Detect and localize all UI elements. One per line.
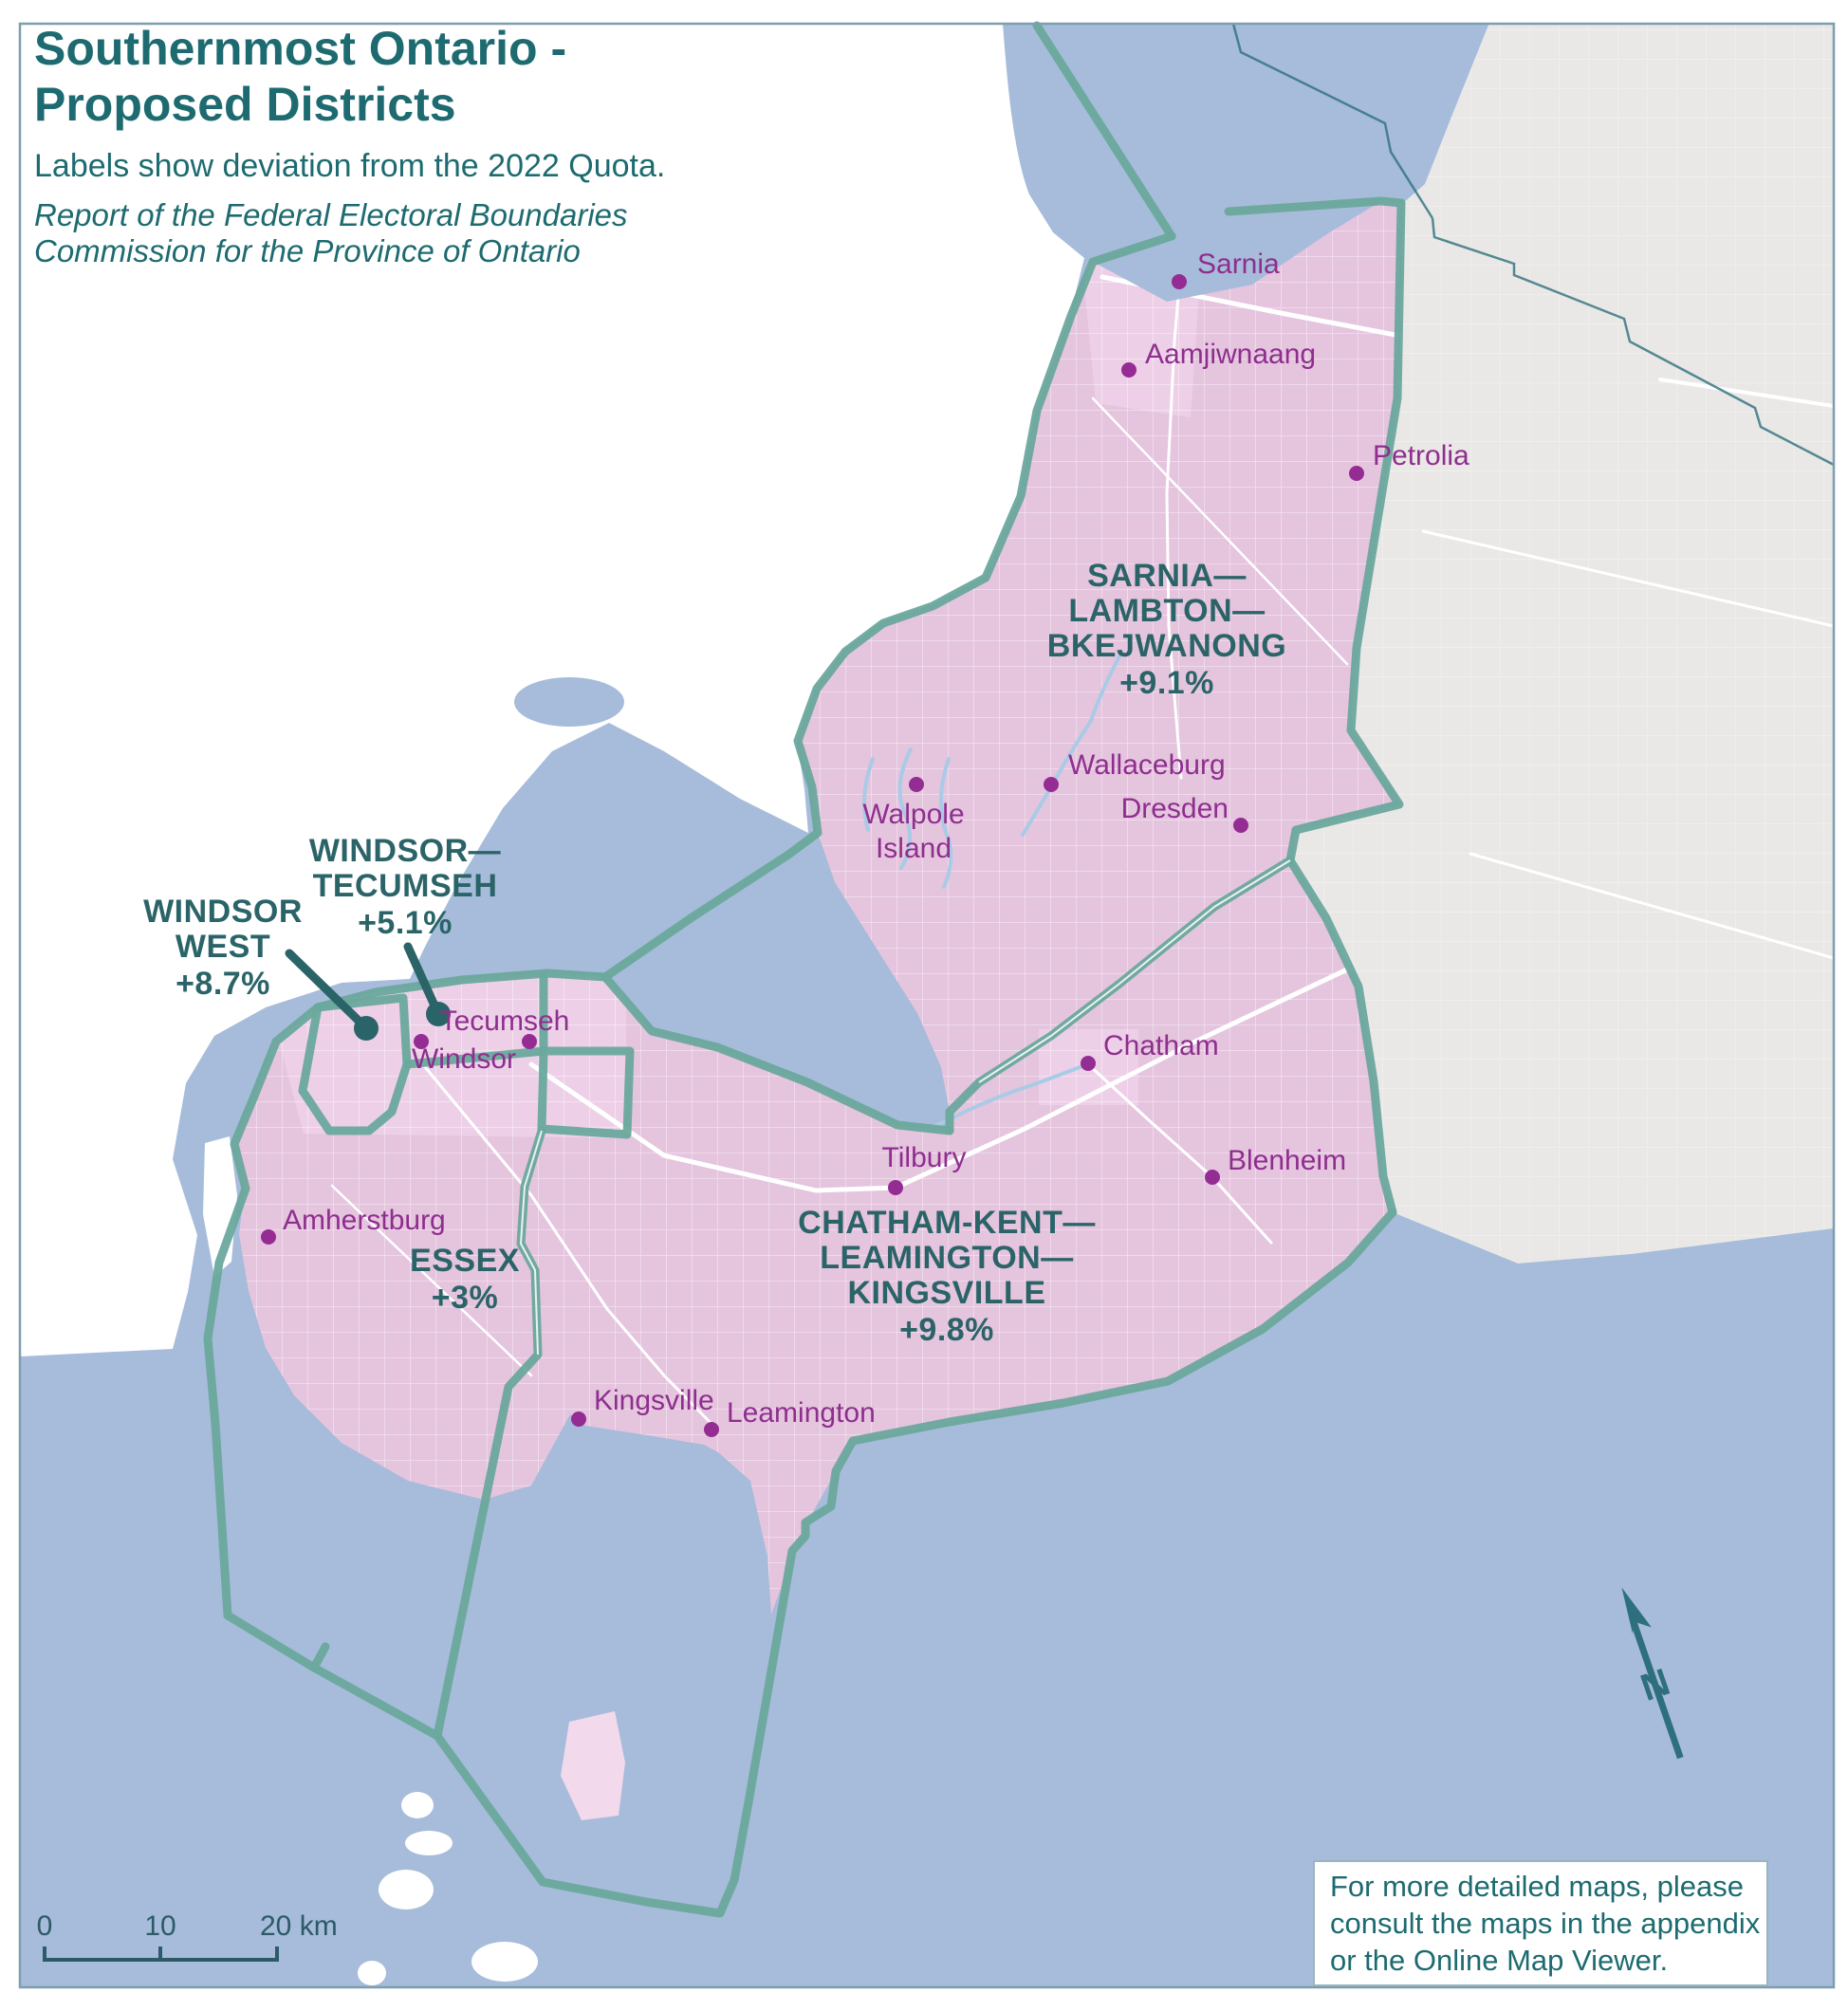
city-dot-blenheim[interactable] [1205,1170,1220,1185]
arrow-windsor-west [285,949,363,1025]
rivers [862,655,1121,1131]
district-name-line: ESSEX [410,1243,520,1279]
note-line2: consult the maps in the appendix [1330,1907,1761,1940]
note-line1: For more detailed maps, please [1330,1870,1744,1903]
map-source-line1: Report of the Federal Electoral Boundari… [34,197,628,232]
district-label-chatham-kent-leamington-kingsville: CHATHAM-KENT— LEAMINGTON— KINGSVILLE +9.… [798,1205,1096,1348]
city-label-amherstburg: Amherstburg [283,1205,446,1236]
arrow-windsor-west-tip [354,1016,379,1041]
city-dot-tecumseh[interactable] [522,1034,537,1049]
boundary-lake-huron [1032,21,1176,241]
map-subtitle: Labels show deviation from the 2022 Quot… [34,148,665,184]
city-label-dresden: Dresden [1121,793,1229,824]
arrow-windsor-tecumseh-tip [426,1002,451,1026]
boundary-windsor-west-loop [298,993,412,1135]
city-label-tilbury: Tilbury [882,1142,967,1173]
highways-outside [1421,378,1834,960]
city-dot-amherstburg[interactable] [261,1229,276,1245]
district-name-line: WINDSOR [143,894,303,930]
scale-bar: 0 10 20 km [37,1910,338,1962]
district-name-line: WEST [176,929,270,965]
note-box: For more detailed maps, please consult t… [1313,1860,1768,1986]
city-dot-sarnia[interactable] [1172,274,1187,289]
scale-tick-0: 0 [37,1910,53,1942]
district-name-line: LEAMINGTON— [820,1240,1073,1276]
district-name-line: KINGSVILLE [847,1275,1045,1311]
leader-arrows [285,942,451,1041]
city-label-walpole: Walpole [862,799,964,830]
city-label-kingsville: Kingsville [594,1385,714,1416]
note-line3: or the Online Map Viewer. [1330,1944,1668,1977]
district-name-line: TECUMSEH [313,868,498,904]
boundary-st-clair-river [601,231,1176,982]
city-dot-aamjiwnaang[interactable] [1121,362,1137,378]
city-dot-tilbury[interactable] [888,1180,903,1195]
scale-tick-20: 20 km [260,1910,338,1942]
island-group-west-sisters [358,1792,538,1985]
other-boundary-lines [1231,23,1835,467]
district-name-line: WINDSOR— [309,833,501,869]
map-title-line1: Southernmost Ontario - [34,22,566,75]
scale-bar-line [43,1946,279,1962]
map-frame [18,22,1836,1989]
district-deviation: +9.8% [899,1312,994,1348]
city-label-windsor: Windsor [412,1043,516,1075]
cities: Sarnia Aamjiwnaang Petrolia Wallaceburg … [261,249,1469,1437]
map-title-line2: Proposed Districts [34,78,456,131]
boundary-hook [309,1642,330,1672]
district-name-line: BKEJWANONG [1047,628,1286,664]
north-arrow: N [1621,1587,1684,1760]
city-label-sarnia: Sarnia [1197,249,1280,280]
boundary-lake-erie [203,1003,1397,1918]
arrow-windsor-tecumseh [403,942,439,1010]
title-block: Southernmost Ontario - Proposed District… [34,22,665,268]
district-deviation: +8.7% [176,966,270,1002]
city-dot-chatham[interactable] [1081,1056,1096,1071]
district-label-windsor-tecumseh: WINDSOR— TECUMSEH +5.1% [309,833,501,941]
scale-tick-10: 10 [144,1910,176,1942]
city-label-wallaceburg: Wallaceburg [1068,749,1226,781]
city-label-aamjiwnaang: Aamjiwnaang [1145,339,1316,370]
district-label-sarnia-lambton-bkejwanong: SARNIA— LAMBTON— BKEJWANONG +9.1% [1047,558,1286,701]
boundary-stripe-1 [978,859,1291,1083]
district-label-essex: ESSEX +3% [410,1243,520,1316]
district-boundaries [203,21,1406,1918]
district-label-windsor-west: WINDSOR WEST +8.7% [143,894,303,1002]
city-dot-leamington[interactable] [704,1422,719,1437]
city-label-island: Island [876,833,952,864]
boundary-ck-east [1285,856,1397,1217]
map-source-line2: Commission for the Province of Ontario [34,233,581,268]
anchor-bay [514,677,624,727]
district-deviation: +3% [432,1280,499,1316]
city-label-chatham: Chatham [1103,1030,1219,1061]
city-dot-windsor[interactable] [414,1034,429,1049]
district-name-line: LAMBTON— [1068,593,1265,629]
boundary-windsor-shore [313,969,954,1135]
note-box-background [1313,1860,1768,1986]
city-dot-walpole-island[interactable] [909,777,924,792]
city-label-tecumseh: Tecumseh [440,1006,570,1037]
boundary-windsor-tecumseh-loop [537,1046,635,1139]
city-dot-petrolia[interactable] [1349,466,1364,481]
district-name-line: SARNIA— [1087,558,1247,594]
district-deviation: +9.1% [1119,665,1214,701]
city-dot-kingsville[interactable] [571,1411,586,1427]
district-deviation: +5.1% [358,905,453,941]
district-name-line: CHATHAM-KENT— [798,1205,1096,1241]
city-label-leamington: Leamington [727,1397,876,1429]
city-label-petrolia: Petrolia [1373,440,1469,471]
city-dot-wallaceburg[interactable] [1044,777,1059,792]
boundary-sarnia-east [1224,196,1406,865]
city-dot-dresden[interactable] [1233,818,1248,833]
boundary-stripe-2 [520,1130,543,1356]
city-label-blenheim: Blenheim [1228,1145,1346,1176]
highways [330,274,1401,1430]
